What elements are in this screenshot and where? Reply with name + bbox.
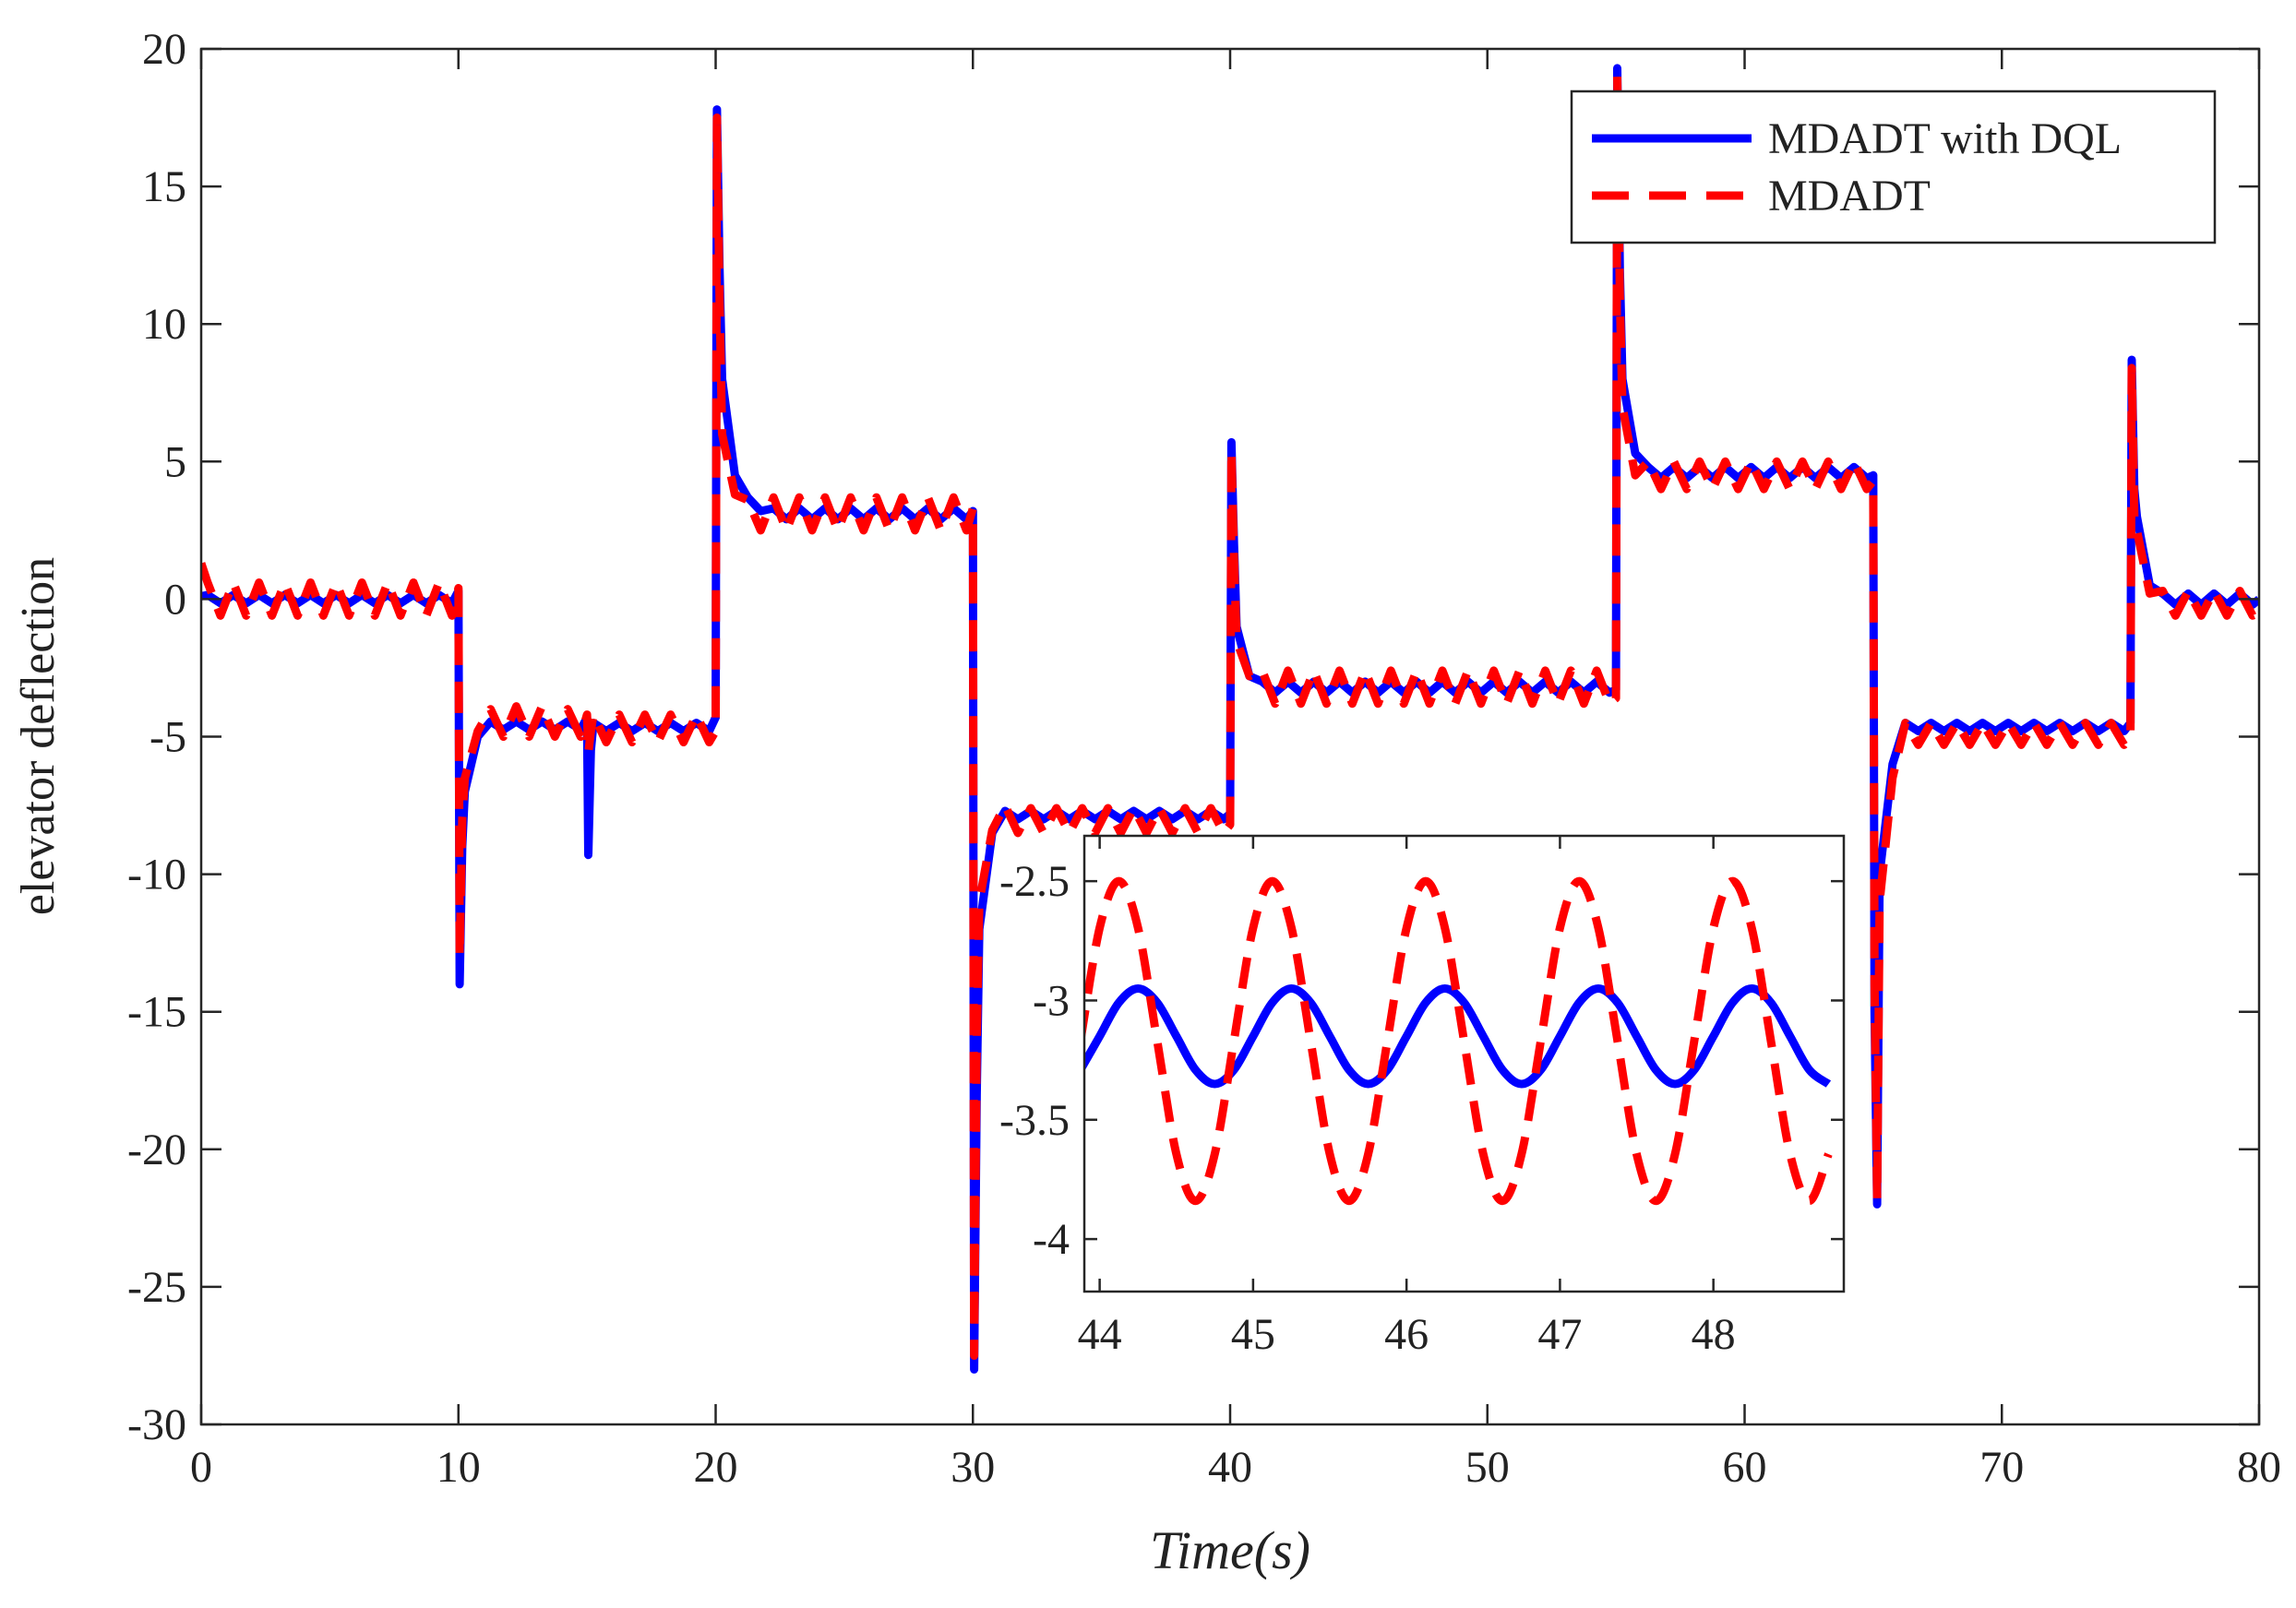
y-tick-label: 0 bbox=[164, 575, 186, 624]
x-tick-label: 50 bbox=[1465, 1443, 1510, 1492]
y-tick-label: -30 bbox=[127, 1400, 186, 1449]
y-tick-label: -25 bbox=[127, 1263, 186, 1312]
x-tick-label: 30 bbox=[951, 1443, 995, 1492]
x-tick-label: 45 bbox=[1231, 1310, 1275, 1359]
legend-label: MDADT with DQL bbox=[1768, 114, 2122, 163]
y-tick-label: -3.5 bbox=[999, 1096, 1070, 1145]
x-tick-label: 40 bbox=[1208, 1443, 1252, 1492]
series-line bbox=[1084, 984, 1832, 1089]
y-tick-label: 5 bbox=[164, 437, 186, 486]
y-tick-label: -10 bbox=[127, 851, 186, 899]
x-tick-label: 60 bbox=[1723, 1443, 1767, 1492]
legend-box bbox=[1570, 89, 2217, 244]
y-tick-label: -15 bbox=[127, 988, 186, 1037]
y-tick-label: -4 bbox=[1033, 1215, 1070, 1264]
legend-label: MDADT bbox=[1768, 172, 1931, 220]
y-tick-label: 20 bbox=[142, 25, 186, 74]
x-tick-label: 46 bbox=[1384, 1310, 1429, 1359]
chart-1: 44 45 46 47 48 -4 -3.5 -3 -2.5 bbox=[999, 834, 1846, 1359]
y-tick-label: -3 bbox=[1033, 976, 1070, 1025]
x-tick-label: 20 bbox=[694, 1443, 738, 1492]
x-tick-label: 80 bbox=[2237, 1443, 2281, 1492]
series-group bbox=[201, 64, 2259, 1374]
series-line bbox=[201, 72, 2259, 1360]
y-tick-label: -5 bbox=[149, 713, 186, 762]
x-tick-label: 47 bbox=[1537, 1310, 1582, 1359]
x-tick-label: 44 bbox=[1078, 1310, 1122, 1359]
legend: MDADT with DQL MDADT bbox=[1570, 89, 2217, 244]
x-tick-label: 10 bbox=[436, 1443, 481, 1492]
series-group bbox=[1084, 876, 1833, 1206]
y-tick-label: -2.5 bbox=[999, 857, 1070, 906]
x-axis-label: Time(s) bbox=[1150, 1520, 1310, 1580]
y-tick-label: 10 bbox=[142, 300, 186, 349]
x-tick-label: 0 bbox=[190, 1443, 212, 1492]
x-tick-label: 48 bbox=[1692, 1310, 1736, 1359]
y-tick-label: 15 bbox=[142, 162, 186, 211]
axes-frame bbox=[1082, 834, 1846, 1293]
y-tick-label: -20 bbox=[127, 1126, 186, 1174]
series-line bbox=[1084, 876, 1833, 1206]
x-tick-label: 70 bbox=[1979, 1443, 2024, 1492]
y-axis-label: elevator deflection bbox=[12, 557, 65, 915]
